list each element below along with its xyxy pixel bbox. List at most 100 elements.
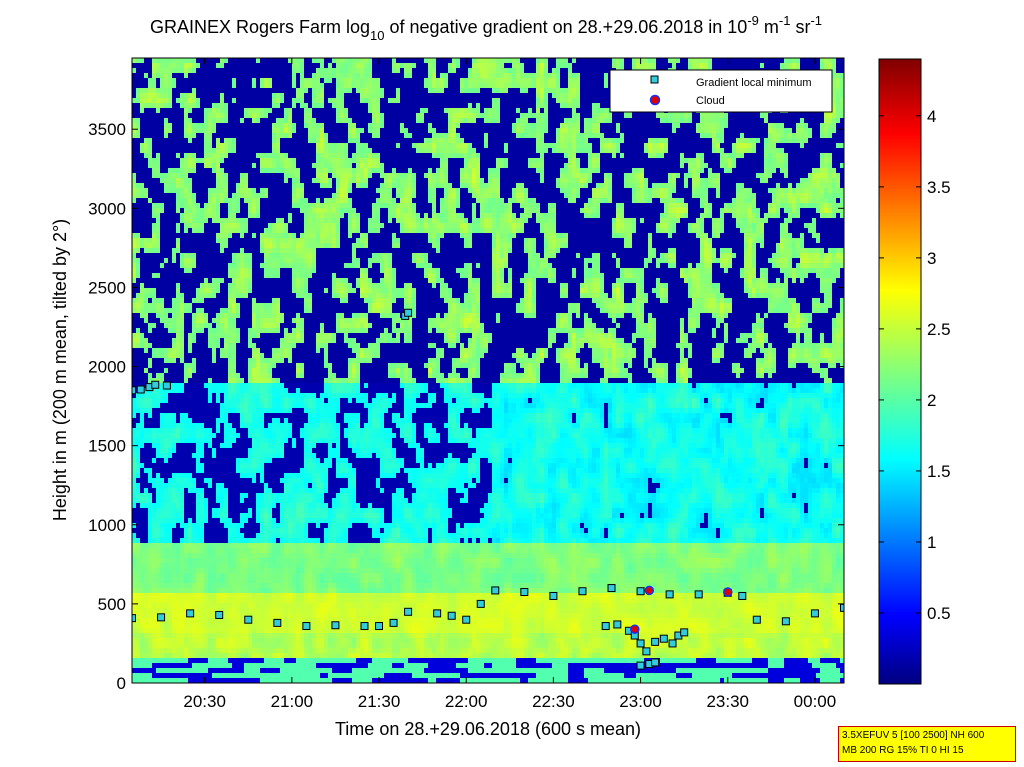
heatmap-cell xyxy=(736,118,740,123)
heatmap-cell xyxy=(332,78,336,83)
heatmap-cell xyxy=(824,193,828,198)
heatmap-field xyxy=(132,58,844,683)
heatmap-cell xyxy=(812,123,816,128)
heatmap-cell xyxy=(264,153,268,158)
heatmap-cell xyxy=(144,163,148,168)
heatmap-cell xyxy=(540,163,544,168)
heatmap-cell xyxy=(464,168,468,173)
heatmap-cell xyxy=(528,58,532,63)
heatmap-cell xyxy=(492,133,496,138)
heatmap-cell xyxy=(704,173,708,178)
heatmap-cell xyxy=(168,153,172,158)
heatmap-cell xyxy=(236,153,240,158)
heatmap-cell xyxy=(484,138,488,143)
heatmap-cell xyxy=(160,138,164,143)
heatmap-cell xyxy=(316,83,320,88)
heatmap-cell xyxy=(496,88,500,93)
heatmap-cell xyxy=(216,193,220,198)
heatmap-cell xyxy=(380,58,384,63)
heatmap-cell xyxy=(440,128,444,133)
heatmap-cell xyxy=(472,178,476,183)
heatmap-cell xyxy=(776,123,780,128)
heatmap-cell xyxy=(512,123,516,128)
heatmap-cell xyxy=(556,128,560,133)
heatmap-cell xyxy=(148,178,152,183)
heatmap-cell xyxy=(792,193,796,198)
heatmap-cell xyxy=(604,68,608,73)
heatmap-cell xyxy=(660,168,664,173)
heatmap-cell xyxy=(584,153,588,158)
heatmap-cell xyxy=(348,73,352,78)
heatmap-cell xyxy=(376,78,380,83)
heatmap-cell xyxy=(192,163,196,168)
heatmap-cell xyxy=(632,163,636,168)
heatmap-cell xyxy=(536,143,540,148)
heatmap-cell xyxy=(780,163,784,168)
heatmap-cell xyxy=(132,198,136,203)
heatmap-cell xyxy=(748,138,752,143)
heatmap-cell xyxy=(788,153,792,158)
heatmap-cell xyxy=(592,173,596,178)
heatmap-cell xyxy=(388,153,392,158)
heatmap-cell xyxy=(664,138,668,143)
heatmap-cell xyxy=(832,68,836,73)
heatmap-cell xyxy=(724,173,728,178)
heatmap-cell xyxy=(528,143,532,148)
heatmap-cell xyxy=(520,68,524,73)
heatmap-cell xyxy=(204,73,208,78)
heatmap-cell xyxy=(480,103,484,108)
heatmap-cell xyxy=(188,148,192,153)
heatmap-cell xyxy=(164,148,168,153)
heatmap-cell xyxy=(384,68,388,73)
heatmap-cell xyxy=(256,138,260,143)
heatmap-cell xyxy=(544,153,548,158)
heatmap-cell xyxy=(744,63,748,68)
heatmap-cell xyxy=(216,123,220,128)
heatmap-cell xyxy=(740,178,744,183)
heatmap-cell xyxy=(480,83,484,88)
heatmap-cell xyxy=(208,73,212,78)
heatmap-cell xyxy=(836,68,840,73)
heatmap-cell xyxy=(244,158,248,163)
heatmap-cell xyxy=(732,188,736,193)
heatmap-cell xyxy=(664,128,668,133)
heatmap-cell xyxy=(532,173,536,178)
heatmap-cell xyxy=(468,88,472,93)
heatmap-cell xyxy=(248,138,252,143)
heatmap-cell xyxy=(564,133,568,138)
heatmap-cell xyxy=(480,193,484,198)
heatmap-cell xyxy=(456,158,460,163)
heatmap-cell xyxy=(344,193,348,198)
heatmap-cell xyxy=(300,63,304,68)
heatmap-cell xyxy=(760,188,764,193)
heatmap-cell xyxy=(364,123,368,128)
heatmap-cell xyxy=(812,178,816,183)
heatmap-cell xyxy=(384,193,388,198)
heatmap-cell xyxy=(228,188,232,193)
heatmap-cell xyxy=(668,158,672,163)
heatmap-cell xyxy=(716,188,720,193)
heatmap-cell xyxy=(656,118,660,123)
heatmap-cell xyxy=(184,143,188,148)
heatmap-cell xyxy=(356,93,360,98)
heatmap-cell xyxy=(472,123,476,128)
heatmap-cell xyxy=(344,93,348,98)
heatmap-cell xyxy=(612,193,616,198)
heatmap-cell xyxy=(620,143,624,148)
heatmap-cell xyxy=(372,193,376,198)
heatmap-cell xyxy=(348,68,352,73)
heatmap-cell xyxy=(340,123,344,128)
heatmap-cell xyxy=(256,133,260,138)
heatmap-cell xyxy=(436,178,440,183)
heatmap-cell xyxy=(212,88,216,93)
heatmap-cell xyxy=(536,58,540,63)
heatmap-cell xyxy=(220,128,224,133)
heatmap-cell xyxy=(288,73,292,78)
heatmap-cell xyxy=(788,163,792,168)
heatmap-cell xyxy=(304,143,308,148)
heatmap-cell xyxy=(144,98,148,103)
heatmap-cell xyxy=(512,178,516,183)
heatmap-cell xyxy=(456,148,460,153)
heatmap-cell xyxy=(256,98,260,103)
heatmap-cell xyxy=(380,178,384,183)
